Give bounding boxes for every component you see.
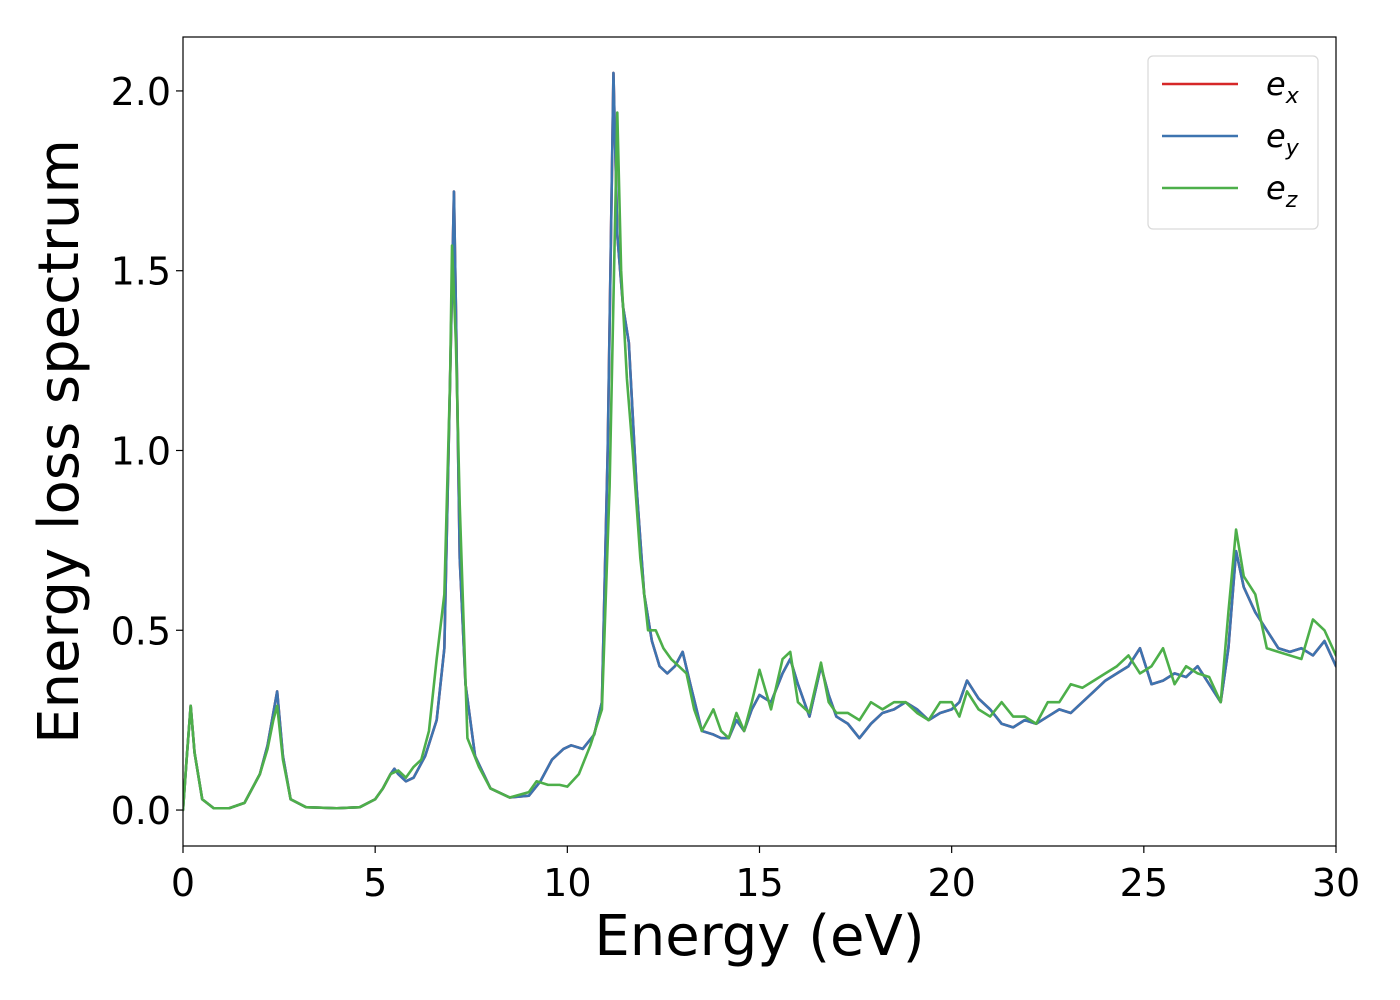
x-tick-label: 10 [543, 861, 591, 905]
x-tick-label: 25 [1120, 861, 1168, 905]
x-axis: 0 5 10 15 20 25 30 [171, 846, 1360, 905]
x-tick-label: 5 [363, 861, 387, 905]
plot-area [183, 71, 1336, 812]
legend-label-y: ey [1266, 117, 1300, 161]
y-tick-label: 0.0 [111, 789, 171, 833]
legend-box [1147, 55, 1319, 230]
legend-label-x: ex [1266, 65, 1300, 109]
y-tick-label: 2.0 [111, 70, 171, 114]
x-tick-label: 20 [927, 861, 975, 905]
y-tick-label: 1.5 [111, 250, 171, 294]
x-axis-title: Energy (eV) [594, 904, 924, 969]
y-axis: 0.0 0.5 1.0 1.5 2.0 [111, 70, 183, 833]
x-tick-label: 0 [171, 861, 195, 905]
x-tick-label: 30 [1312, 861, 1360, 905]
y-axis-title: Energy loss spectrum [27, 139, 92, 744]
y-tick-label: 0.5 [111, 609, 171, 653]
y-tick-label: 1.0 [111, 429, 171, 473]
series-line-z [183, 111, 1336, 812]
x-tick-label: 15 [735, 861, 783, 905]
